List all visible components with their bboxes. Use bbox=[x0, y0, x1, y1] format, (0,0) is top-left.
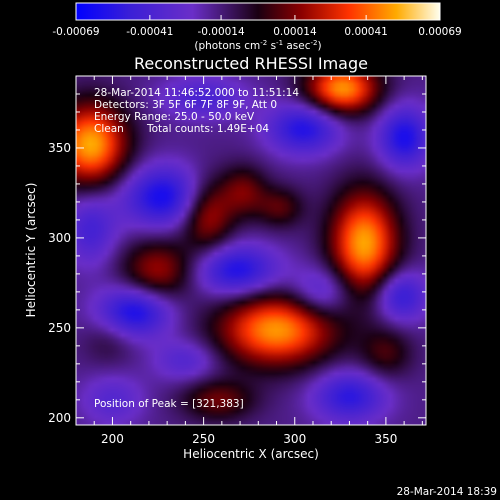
colorbar-tick-label: -0.00069 bbox=[52, 26, 99, 38]
y-axis-label: Heliocentric Y (arcsec) bbox=[24, 183, 38, 318]
x-tick-label: 300 bbox=[283, 432, 306, 446]
colorbar-tick-label: -0.00014 bbox=[197, 26, 245, 38]
colorbar-frame bbox=[75, 2, 441, 21]
colorbar-unit: (photons cm-2 s-1 asec-2) bbox=[194, 39, 321, 52]
annotation-total-counts: Total counts: 1.49E+04 bbox=[146, 123, 269, 135]
annotation-energy: Energy Range: 25.0 - 50.0 keV bbox=[94, 111, 255, 123]
colorbar bbox=[76, 3, 440, 20]
annotation-clean: Clean bbox=[94, 123, 124, 135]
annotation-detectors: Detectors: 3F 5F 6F 7F 8F 9F, Att 0 bbox=[94, 99, 277, 111]
y-tick-label: 250 bbox=[48, 321, 71, 335]
heatmap-image bbox=[76, 76, 426, 425]
axis-ticks: 200 250 300 350 200 250 300 350 bbox=[48, 75, 426, 446]
y-tick-label: 300 bbox=[48, 231, 71, 245]
colorbar-tick-label: 0.00069 bbox=[418, 26, 461, 38]
annotation-peak: Position of Peak = [321,383] bbox=[94, 398, 244, 410]
chart-title: Reconstructed RHESSI Image bbox=[134, 54, 368, 73]
plot-frame bbox=[75, 75, 427, 426]
y-tick-label: 350 bbox=[48, 141, 71, 155]
y-tick-label: 200 bbox=[48, 411, 71, 425]
x-tick-label: 200 bbox=[101, 432, 124, 446]
annotation-time: 28-Mar-2014 11:46:52.000 to 11:51:14 bbox=[94, 87, 299, 99]
annotations: 28-Mar-2014 11:46:52.000 to 11:51:14 Det… bbox=[94, 87, 299, 410]
colorbar-ticks: -0.00069 -0.00041 -0.00014 0.00014 0.00041 0.… bbox=[52, 15, 462, 38]
colorbar-tick-label: 0.00014 bbox=[273, 26, 317, 38]
x-tick-label: 350 bbox=[374, 432, 397, 446]
colorbar-tick-label: 0.00041 bbox=[344, 26, 387, 38]
footer-timestamp: 28-Mar-2014 18:39 bbox=[397, 486, 497, 498]
colorbar-tick-label: -0.00041 bbox=[126, 26, 173, 38]
x-tick-label: 250 bbox=[192, 432, 215, 446]
x-axis-label: Heliocentric X (arcsec) bbox=[183, 447, 319, 461]
